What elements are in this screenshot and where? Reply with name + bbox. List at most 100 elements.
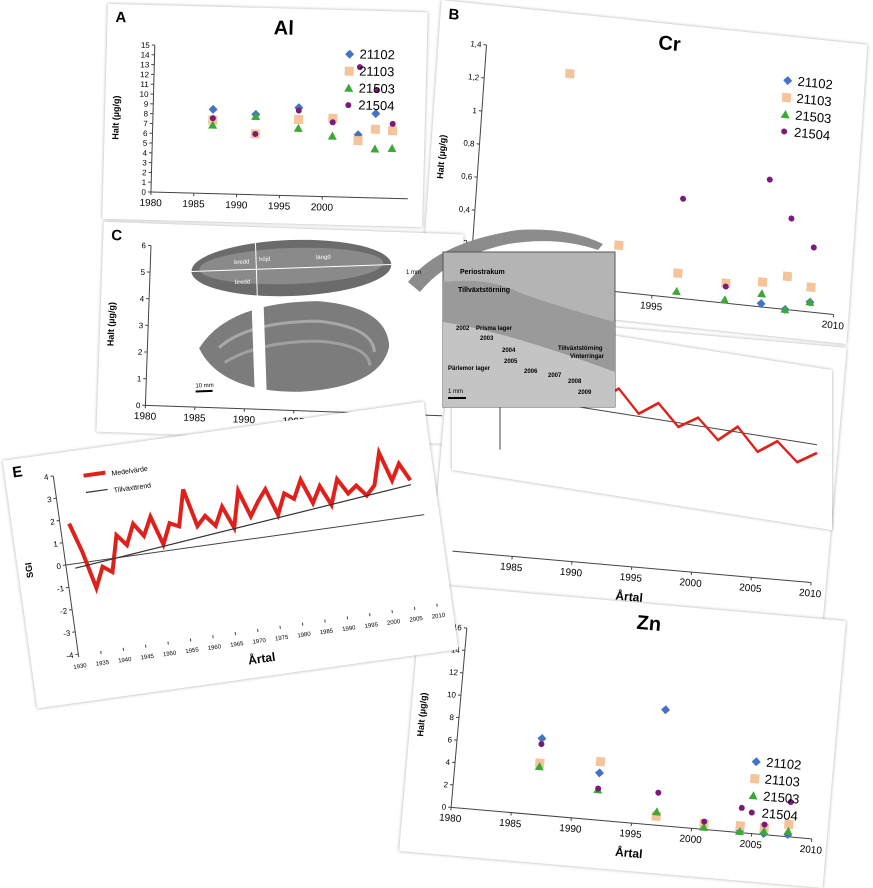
data-point: [811, 244, 817, 251]
y-tick-label: 1: [142, 178, 147, 187]
y-axis-label: Halt (µg/g): [110, 95, 121, 139]
y-tick-label: 2: [142, 168, 147, 177]
chart-title: Cr: [658, 32, 682, 56]
y-tick-label: 2: [50, 517, 56, 527]
chart: E-4-3-2-10123419301935194019451950195519…: [3, 402, 459, 709]
data-point: [208, 105, 217, 114]
x-tick-label: 2010: [799, 588, 823, 601]
x-tick-label: 1990: [342, 625, 357, 633]
legend-swatch: [782, 93, 792, 103]
legend-swatch: [84, 473, 106, 476]
y-axis-label: Halt (µg/g): [105, 302, 117, 347]
data-point: [652, 807, 662, 816]
x-tick-label: 2010: [432, 613, 447, 621]
data-point: [680, 195, 686, 202]
x-tick-label: 2010: [821, 319, 844, 332]
y-tick-label: 0: [141, 188, 146, 197]
shell-figure: bredd höjd längd bredd 10 mm: [185, 226, 401, 403]
y-tick-label: 0,8: [463, 138, 475, 148]
shell-label: höjd: [259, 257, 271, 263]
y-tick-label: -3: [63, 629, 72, 639]
y-axis-label: Halt (µg/g): [415, 692, 429, 737]
y-tick-label: 3: [142, 158, 147, 167]
x-tick-label: 2000: [679, 833, 703, 846]
x-tick-label: 1995: [268, 201, 291, 213]
x-tick-label: 1935: [95, 660, 110, 668]
x-tick-label: 2005: [739, 582, 763, 595]
data-point: [388, 126, 397, 135]
x-tick-label: 2005: [409, 616, 424, 624]
x-tick-label: 1940: [118, 657, 133, 665]
inset-label: Pärlemor lager: [448, 366, 491, 372]
y-tick-label: 1,4: [470, 39, 482, 49]
y-tick-label: 3: [139, 321, 144, 330]
y-tick-label: 6: [143, 129, 148, 138]
y-tick-label: 1,2: [468, 72, 480, 82]
data-point: [673, 268, 683, 278]
x-tick-label: 1975: [275, 635, 290, 643]
x-tick-label: 1990: [559, 823, 583, 836]
data-point: [596, 757, 606, 767]
y-tick-label: 4: [445, 758, 451, 767]
legend-swatch: [345, 102, 351, 108]
legend-label: 21503: [763, 789, 800, 807]
x-tick-label: 1950: [163, 650, 178, 658]
legend-label: 21504: [761, 805, 798, 823]
data-point: [251, 112, 260, 120]
y-tick-label: 0,6: [461, 171, 473, 181]
x-tick-label: 1990: [559, 567, 583, 580]
inset-label: 2007: [548, 373, 562, 379]
y-tick-label: 1: [53, 539, 59, 549]
x-tick-label: 1955: [185, 647, 200, 655]
data-point: [661, 705, 671, 715]
shell-label: bredd: [234, 259, 250, 266]
y-tick-label: 13: [140, 60, 150, 69]
data-point: [767, 176, 773, 183]
x-tick-label: 1985: [499, 818, 523, 831]
data-point: [387, 144, 396, 152]
legend-swatch: [86, 489, 108, 492]
data-point: [538, 741, 545, 748]
y-axis-label: Halt (µg/g): [435, 134, 448, 179]
inset-label: 2006: [524, 369, 538, 375]
x-tick-label: 1945: [140, 654, 155, 662]
x-tick-label: 1985: [182, 199, 205, 211]
x-tick-label: 1995: [619, 828, 643, 841]
y-tick-label: 11: [140, 80, 149, 89]
scale-label: 10 mm: [195, 383, 214, 390]
inset-figure: 1 mm Periostrakum Tillväxtstörning 2002 …: [398, 222, 623, 412]
x-tick-label: 1965: [230, 641, 245, 649]
y-tick-label: 5: [140, 268, 145, 277]
data-point: [371, 125, 380, 134]
x-tick-label: 1990: [225, 200, 248, 212]
x-tick-label: 1985: [320, 628, 335, 636]
data-point: [672, 286, 682, 295]
panel-letter: C: [111, 227, 123, 244]
data-point: [788, 215, 794, 222]
legend-label: 21102: [766, 755, 802, 773]
inset-label: 2003: [480, 336, 494, 342]
scale-bar: [196, 391, 213, 392]
y-tick-label: 0: [56, 562, 62, 572]
y-tick-label: 3: [46, 495, 52, 505]
inset-label: 2002: [456, 326, 470, 332]
data-point: [353, 136, 362, 145]
x-tick-label: 1995: [364, 622, 379, 630]
inset-label: Tillväxtstörning: [458, 287, 510, 294]
inset-label: 2009: [578, 390, 592, 396]
shell-svg: bredd höjd längd bredd 10 mm: [185, 226, 401, 403]
y-tick-label: 0: [441, 803, 447, 812]
chart: FZn0246810121416198019851990199520002005…: [399, 584, 846, 888]
legend-label: 21503: [359, 80, 396, 96]
chart-title: Zn: [636, 612, 662, 636]
y-tick-label: 9: [144, 100, 149, 109]
y-tick-label: 12: [140, 70, 150, 79]
inset-svg: 1 mm Periostrakum Tillväxtstörning 2002 …: [398, 222, 623, 412]
y-axis-label: SGI: [23, 562, 35, 579]
inset-label: 2005: [504, 359, 518, 365]
legend-swatch: [783, 76, 793, 86]
y-tick-label: 0: [136, 401, 141, 410]
legend-swatch: [344, 84, 353, 92]
y-tick-label: 1: [137, 374, 142, 383]
y-tick-label: 4: [142, 149, 147, 158]
